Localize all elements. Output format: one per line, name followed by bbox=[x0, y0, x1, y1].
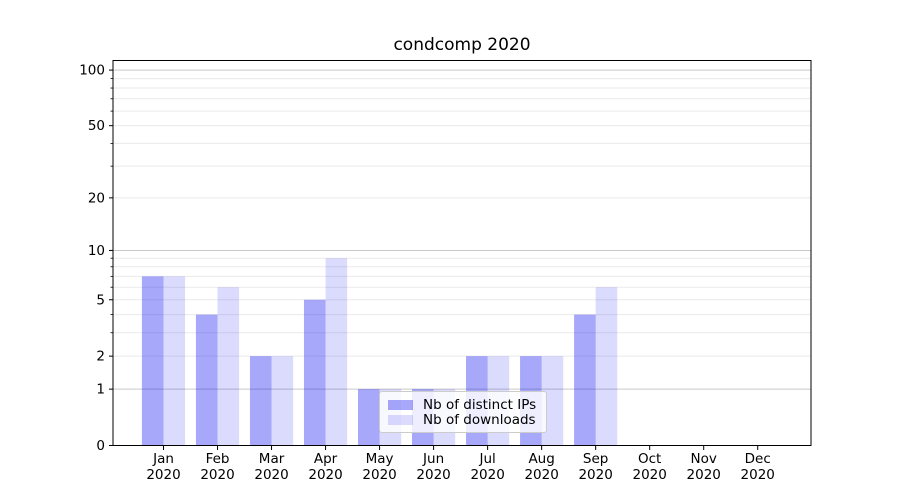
bar bbox=[574, 314, 596, 446]
y-tick-label: 0 bbox=[96, 438, 105, 454]
bar bbox=[303, 299, 326, 446]
y-tick-label: 5 bbox=[96, 292, 105, 308]
legend-swatch-downloads bbox=[388, 414, 413, 425]
y-tick-label: 100 bbox=[79, 63, 105, 79]
y-tick-label: 2 bbox=[96, 349, 105, 365]
y-tick-label: 1 bbox=[96, 382, 105, 398]
x-tick-label: Jan 2020 bbox=[146, 451, 180, 483]
legend-label-downloads: Nb of downloads bbox=[423, 411, 536, 428]
bar bbox=[595, 287, 618, 446]
x-tick-label: Jun 2020 bbox=[416, 451, 450, 483]
chart-title: condcomp 2020 bbox=[393, 35, 531, 55]
x-tick-label: Nov 2020 bbox=[687, 451, 721, 483]
x-tick-label: Oct 2020 bbox=[633, 451, 667, 483]
legend-item-downloads: Nb of downloads bbox=[388, 411, 538, 428]
axes-frame bbox=[112, 60, 812, 446]
x-tick-label: Feb 2020 bbox=[200, 451, 234, 483]
x-tick-label: Mar 2020 bbox=[254, 451, 288, 483]
bar bbox=[357, 389, 380, 446]
bar bbox=[217, 287, 240, 446]
x-tick-label: May 2020 bbox=[362, 451, 396, 483]
legend-swatch-distinct-ips bbox=[388, 399, 413, 410]
y-tick-label: 20 bbox=[88, 190, 105, 206]
x-tick-label: Dec 2020 bbox=[741, 451, 775, 483]
bar bbox=[249, 356, 272, 446]
y-tick-label: 10 bbox=[88, 243, 105, 259]
y-tick-label: 50 bbox=[88, 118, 105, 134]
legend: Nb of distinct IPs Nb of downloads bbox=[379, 391, 547, 433]
legend-item-distinct-ips: Nb of distinct IPs bbox=[388, 396, 538, 413]
x-tick-label: Aug 2020 bbox=[524, 451, 558, 483]
bar bbox=[195, 314, 218, 446]
bar bbox=[541, 356, 564, 446]
bar bbox=[141, 276, 164, 446]
x-tick-label: Jul 2020 bbox=[470, 451, 504, 483]
x-tick-label: Apr 2020 bbox=[308, 451, 342, 483]
bar bbox=[325, 258, 348, 446]
bar bbox=[271, 356, 294, 446]
bar bbox=[163, 276, 186, 446]
legend-label-distinct-ips: Nb of distinct IPs bbox=[423, 396, 537, 413]
x-tick-label: Sep 2020 bbox=[578, 451, 612, 483]
